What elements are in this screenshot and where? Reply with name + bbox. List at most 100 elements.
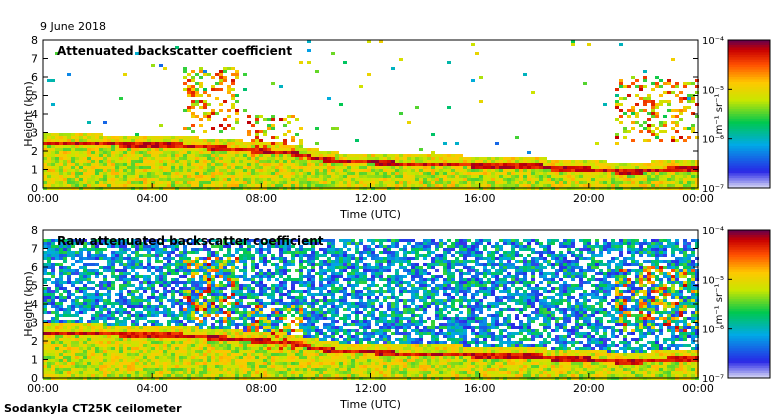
heatmap-cell [139,181,143,184]
heatmap-cell [47,296,51,299]
heatmap-cell [315,148,319,151]
heatmap-cell [443,154,447,157]
heatmap-cell [419,175,423,178]
heatmap-cell [175,178,179,181]
heatmap-cell [95,257,99,260]
heatmap-cell [139,314,143,317]
heatmap-cell [623,178,627,181]
heatmap-cell [243,329,247,332]
heatmap-cell [219,163,223,166]
heatmap-cell [119,239,123,242]
heatmap-cell [235,302,239,305]
heatmap-cell [311,157,315,160]
heatmap-cell [379,181,383,184]
heatmap-cell [195,302,199,305]
heatmap-cell [111,254,115,257]
heatmap-cell [147,332,151,335]
heatmap-cell [207,365,211,368]
heatmap-cell [103,154,107,157]
heatmap-cell [187,88,191,91]
heatmap-cell [259,341,263,344]
heatmap-cell [191,281,195,284]
heatmap-cell [643,70,647,73]
heatmap-cell [43,160,47,163]
heatmap-cell [187,326,191,329]
heatmap-cell [171,347,175,350]
heatmap-cell [271,151,275,154]
heatmap-cell [63,257,67,260]
heatmap-cell [279,163,283,166]
heatmap-cell [99,181,103,184]
heatmap-cell [219,368,223,371]
heatmap-cell [351,154,355,157]
heatmap-cell [259,248,263,251]
heatmap-cell [239,290,243,293]
heatmap-cell [127,266,131,269]
heatmap-cell [287,181,291,184]
heatmap-cell [163,266,167,269]
heatmap-cell [103,359,107,362]
heatmap-cell [107,287,111,290]
heatmap-cell [559,175,563,178]
heatmap-cell [187,332,191,335]
heatmap-cell [175,332,179,335]
heatmap-cell [91,347,95,350]
heatmap-cell [131,148,135,151]
heatmap-cell [215,175,219,178]
heatmap-cell [51,139,55,142]
heatmap-cell [87,160,91,163]
heatmap-cell [259,172,263,175]
heatmap-cell [239,284,243,287]
heatmap-cell [151,248,155,251]
heatmap-cell [343,181,347,184]
heatmap-cell [127,350,131,353]
heatmap-cell [247,242,251,245]
heatmap-cell [143,184,147,187]
heatmap-cell [167,254,171,257]
heatmap-cell [243,332,247,335]
heatmap-cell [119,172,123,175]
heatmap-cell [259,275,263,278]
heatmap-cell [227,356,231,359]
heatmap-cell [203,362,207,365]
heatmap-cell [231,290,235,293]
heatmap-cell [79,296,83,299]
heatmap-cell [335,127,339,130]
heatmap-cell [139,157,143,160]
heatmap-cell [167,353,171,356]
heatmap-cell [143,281,147,284]
heatmap-cell [151,64,155,67]
heatmap-cell [527,172,531,175]
heatmap-cell [51,103,55,106]
heatmap-cell [459,181,463,184]
heatmap-cell [167,148,171,151]
heatmap-cell [671,169,675,172]
heatmap-cell [107,142,111,145]
heatmap-cell [47,278,51,281]
heatmap-cells [43,239,699,380]
heatmap-cell [639,169,643,172]
heatmap-cell [267,353,271,356]
heatmap-cell [135,136,139,139]
heatmap-cell [111,239,115,242]
heatmap-cell [191,365,195,368]
heatmap-cell [147,136,151,139]
heatmap-cell [231,275,235,278]
heatmap-cell [271,254,275,257]
heatmap-cell [103,368,107,371]
heatmap-cell [387,166,391,169]
heatmap-cell [475,172,479,175]
heatmap-cell [247,335,251,338]
heatmap-cell [163,160,167,163]
heatmap-cell [343,172,347,175]
heatmap-cell [67,275,71,278]
heatmap-cell [283,148,287,151]
heatmap-cell [179,293,183,296]
heatmap-cell [219,70,223,73]
heatmap-cell [167,368,171,371]
heatmap-cell [247,254,251,257]
heatmap-cell [43,263,47,266]
heatmap-cell [123,272,127,275]
heatmap-cell [131,284,135,287]
heatmap-cell [583,184,587,187]
